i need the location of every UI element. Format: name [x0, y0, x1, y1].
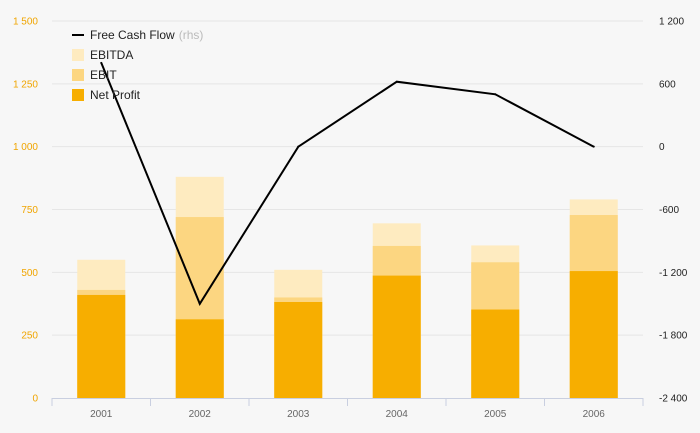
legend: Free Cash Flow (rhs) EBITDA EBIT Net Profit: [72, 28, 203, 102]
left-tick-label: 1 500: [13, 17, 38, 28]
bars: [77, 176, 618, 398]
legend-label: EBIT: [90, 68, 117, 82]
legend-item-net-profit: Net Profit: [72, 88, 141, 102]
right-tick-label: -2 400: [659, 394, 688, 405]
left-tick-label: 0: [32, 394, 38, 405]
legend-label: EBITDA: [90, 48, 133, 62]
left-axis-ticks: 0 250 500 750 1 000 1 250 1 500: [13, 17, 38, 405]
bar-net-profit: [175, 319, 224, 398]
bar-net-profit: [569, 271, 618, 398]
x-tick-label: 2002: [189, 409, 212, 420]
free-cash-flow-line-layer: [100, 61, 595, 306]
legend-label: Net Profit: [90, 88, 141, 102]
right-tick-label: 1 200: [659, 17, 684, 28]
left-tick-label: 250: [21, 331, 38, 342]
point-free-cash-flow: [592, 145, 595, 148]
line-free-cash-flow: [100, 62, 595, 306]
point-free-cash-flow: [395, 80, 398, 83]
right-tick-label: -1 800: [659, 331, 688, 342]
left-tick-label: 1 000: [13, 142, 38, 153]
legend-series-name: EBIT: [90, 68, 117, 82]
right-tick-label: -600: [659, 205, 679, 216]
right-tick-label: 600: [659, 79, 676, 90]
bar-net-profit: [274, 301, 323, 398]
legend-label: Free Cash Flow (rhs): [90, 28, 203, 42]
right-tick-label: 0: [659, 142, 665, 153]
legend-series-name: Net Profit: [90, 88, 141, 102]
right-axis-ticks: -2 400 -1 800 -1 200 -600 0 600 1 200: [659, 17, 688, 405]
point-free-cash-flow: [100, 61, 103, 64]
legend-series-suffix: (rhs): [179, 28, 204, 42]
x-tick-label: 2003: [287, 409, 310, 420]
point-free-cash-flow: [494, 93, 497, 96]
legend-item-ebit: EBIT: [72, 68, 117, 82]
legend-swatch: [72, 69, 84, 81]
point-free-cash-flow: [297, 145, 300, 148]
right-tick-label: -1 200: [659, 268, 688, 279]
grid-lines: [52, 20, 643, 336]
legend-item-ebitda: EBITDA: [72, 48, 133, 62]
left-tick-label: 500: [21, 268, 38, 279]
bar-net-profit: [471, 309, 520, 398]
bar-net-profit: [77, 294, 126, 398]
legend-series-name: EBITDA: [90, 48, 133, 62]
x-tick-label: 2005: [484, 409, 507, 420]
legend-item-free-cash-flow: Free Cash Flow (rhs): [72, 28, 203, 42]
left-tick-label: 750: [21, 205, 38, 216]
legend-series-name: Free Cash Flow: [90, 28, 175, 42]
point-free-cash-flow: [198, 302, 201, 305]
x-axis: 2001 2002 2003 2004 2005 2006: [51, 398, 644, 420]
x-tick-label: 2006: [583, 409, 606, 420]
x-tick-label: 2001: [90, 409, 113, 420]
legend-swatch: [72, 89, 84, 101]
legend-swatch: [72, 49, 84, 61]
x-tick-label: 2004: [386, 409, 409, 420]
bar-net-profit: [372, 275, 421, 398]
left-tick-label: 1 250: [13, 79, 38, 90]
